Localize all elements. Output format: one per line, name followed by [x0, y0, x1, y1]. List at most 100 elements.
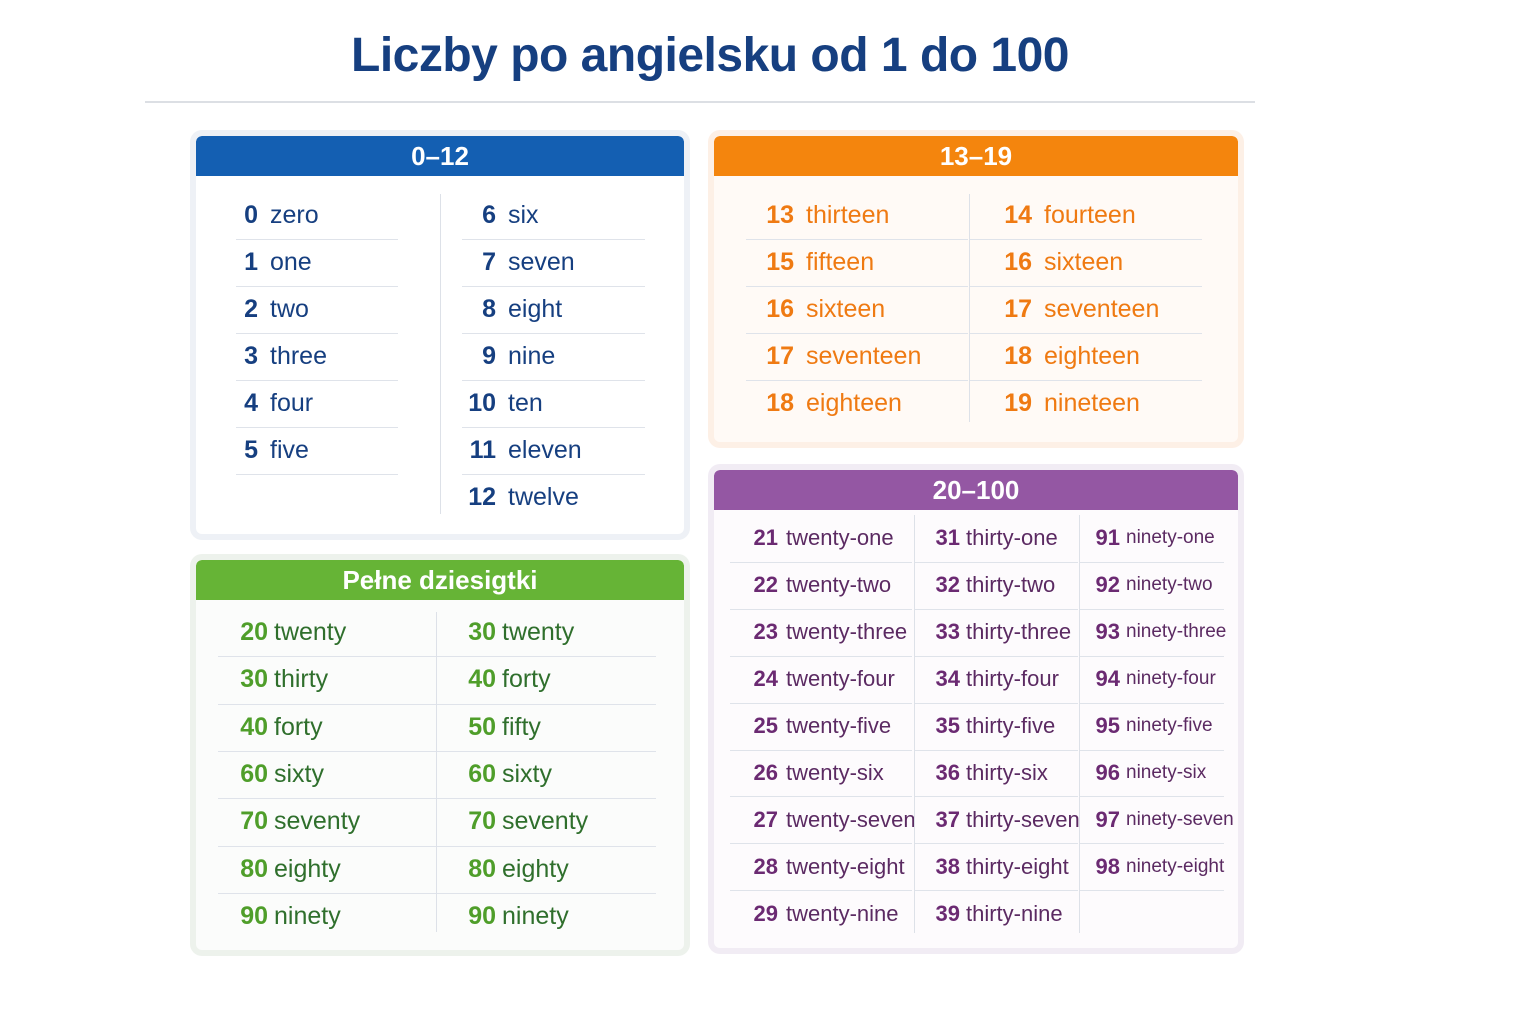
number-word: forty [274, 712, 323, 741]
number-row: 3 three [218, 333, 327, 380]
number-word: zero [270, 201, 319, 229]
number-row: 39 thirty-nine [896, 890, 1063, 937]
number-word: seven [508, 248, 575, 276]
number-row: 34 thirty-four [896, 656, 1059, 703]
number-row: 19 nineteen [972, 380, 1140, 427]
number-word: sixteen [806, 295, 886, 323]
number-row: 50 fifty [424, 704, 541, 751]
row-divider [914, 702, 1078, 704]
row-divider [730, 702, 912, 704]
number-row: 94 ninety-four [1056, 656, 1216, 703]
number-digit: 60 [468, 760, 496, 789]
number-word: ninety-six [1126, 761, 1207, 783]
column-divider [914, 515, 915, 933]
number-digit: 17 [766, 342, 794, 370]
number-digit: 94 [1095, 666, 1120, 692]
number-word: one [270, 248, 312, 276]
number-digit: 21 [753, 525, 778, 551]
number-word: twenty-seven [786, 806, 916, 832]
number-row: 0 zero [218, 192, 319, 239]
number-digit: 70 [468, 807, 496, 836]
number-row: 60 sixty [196, 751, 324, 798]
number-word: ninety [502, 901, 569, 930]
number-row: 91 ninety-one [1056, 515, 1215, 562]
number-word: five [270, 436, 309, 464]
number-digit: 70 [240, 807, 268, 836]
number-word: sixty [274, 760, 324, 789]
number-digit: 16 [766, 295, 794, 323]
number-digit: 0 [244, 201, 258, 229]
number-row: 96 ninety-six [1056, 750, 1207, 797]
number-digit: 22 [753, 572, 778, 598]
number-row: 98 ninety-eight [1056, 843, 1225, 890]
number-word: seventeen [806, 342, 922, 370]
number-digit: 15 [766, 248, 794, 276]
number-row: 70 seventy [196, 798, 360, 845]
number-digit: 23 [753, 619, 778, 645]
row-divider [970, 239, 1202, 240]
row-divider [218, 656, 436, 658]
number-row: 30 thirty [196, 656, 328, 703]
number-word: sixty [502, 760, 552, 789]
number-row: 90 ninety [424, 893, 569, 940]
number-digit: 35 [935, 713, 960, 739]
number-word: twenty-four [786, 666, 895, 692]
number-row: 18 eighteen [972, 333, 1140, 380]
number-row: 4 four [218, 380, 313, 427]
number-word: eighty [274, 854, 341, 883]
number-digit: 28 [753, 853, 778, 879]
number-row: 40 forty [196, 704, 323, 751]
number-digit: 36 [935, 759, 960, 785]
row-divider [730, 749, 912, 751]
number-word: sixteen [1044, 248, 1124, 276]
number-digit: 93 [1095, 619, 1120, 645]
number-word: ninety-four [1126, 668, 1216, 690]
number-word: twenty-five [786, 713, 892, 739]
number-digit: 80 [468, 854, 496, 883]
number-word: ninety-eight [1126, 855, 1225, 877]
row-divider [436, 750, 656, 752]
row-divider [730, 655, 912, 657]
number-digit: 40 [240, 712, 268, 741]
number-row: 25 twenty-five [714, 703, 892, 750]
number-word: fifteen [806, 248, 875, 276]
number-row: 9 nine [458, 333, 555, 380]
number-word: twenty-one [786, 525, 894, 551]
row-divider [730, 561, 912, 563]
card-0-12-header: 0–12 [196, 136, 684, 176]
number-digit: 50 [468, 712, 496, 741]
number-digit: 60 [240, 760, 268, 789]
row-divider [436, 892, 656, 894]
number-digit: 24 [753, 666, 778, 692]
number-row: 7 seven [458, 239, 575, 286]
row-divider [236, 333, 398, 334]
title-divider [145, 101, 1255, 103]
number-word: eighteen [1044, 342, 1140, 370]
number-row: 93 ninety-three [1056, 609, 1227, 656]
row-divider [218, 845, 436, 847]
number-digit: 96 [1095, 759, 1120, 785]
row-divider [218, 750, 436, 752]
number-digit: 5 [244, 436, 258, 464]
number-word: ninety-two [1126, 574, 1213, 596]
row-divider [914, 655, 1078, 657]
row-divider [746, 380, 968, 381]
number-row: 17 seventeen [972, 286, 1159, 333]
row-divider [218, 892, 436, 894]
number-row: 21 twenty-one [714, 515, 894, 562]
number-digit: 25 [753, 713, 778, 739]
number-row: 80 eighty [424, 846, 569, 893]
number-row: 30 twenty [424, 609, 574, 656]
row-divider [914, 890, 1078, 892]
row-divider [970, 286, 1202, 287]
row-divider [730, 796, 912, 798]
number-digit: 4 [244, 389, 258, 417]
number-digit: 19 [1004, 389, 1032, 417]
number-word: ninety [274, 901, 341, 930]
number-row: 32 thirty-two [896, 562, 1056, 609]
row-divider [218, 798, 436, 800]
row-divider [1080, 749, 1224, 751]
number-row: 36 thirty-six [896, 750, 1048, 797]
number-word: twenty [274, 618, 347, 647]
number-digit: 30 [468, 618, 496, 647]
